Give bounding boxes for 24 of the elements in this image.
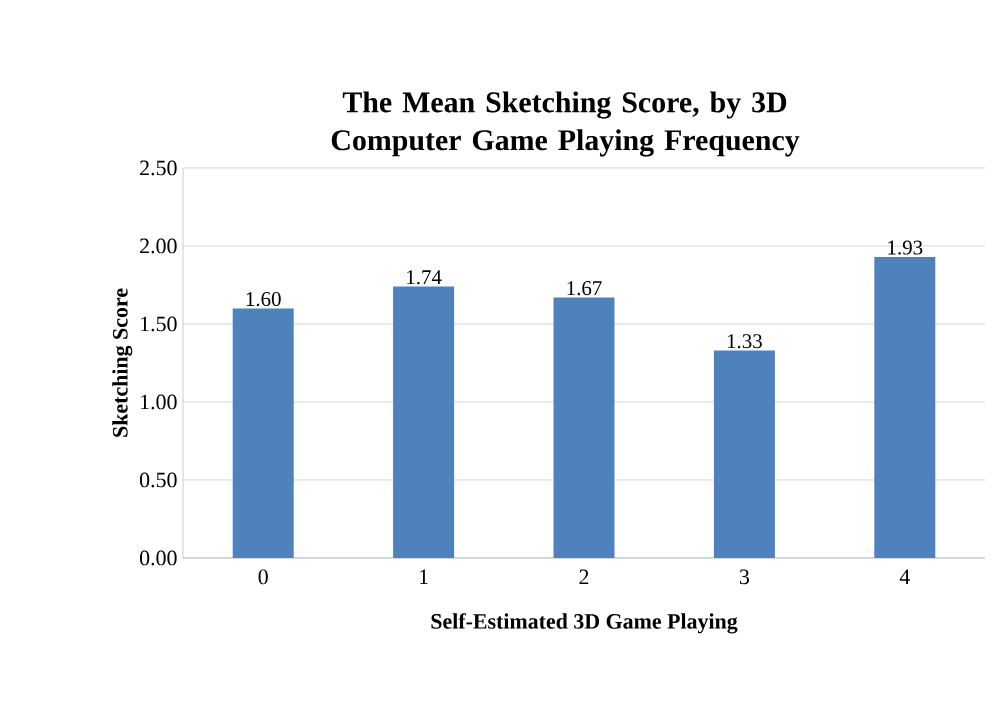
x-tick-label: 0 [258,569,268,585]
y-tick-label: 2.00 [140,238,177,254]
x-tick-label: 4 [899,569,910,584]
x-tick-label: 1 [420,569,428,584]
y-axis-title: Sketching Score [112,288,133,437]
y-tick-label: 2.50 [140,160,177,176]
chart-title: The Mean Sketching Score, by 3D Computer Game Playing Frequency [331,91,800,157]
x-tick-label: 2 [579,569,589,585]
bar [874,256,936,558]
data-label: 1.93 [888,240,923,255]
bar [232,308,294,558]
bar [553,297,615,558]
bar [393,286,455,558]
y-tick-label: 0.50 [139,472,177,488]
data-label: 1.60 [246,291,281,307]
x-axis-title: Self-Estimated 3D Game Playing [431,613,738,634]
y-tick-label: 0.00 [139,550,177,566]
bar [713,350,775,558]
y-tick-label: 1.00 [141,394,177,410]
data-label: 1.33 [727,334,762,349]
data-label: 1.74 [407,270,442,285]
x-tick-label: 3 [739,569,750,585]
data-label: 1.67 [567,281,602,296]
y-tick-label: 1.50 [141,316,177,332]
